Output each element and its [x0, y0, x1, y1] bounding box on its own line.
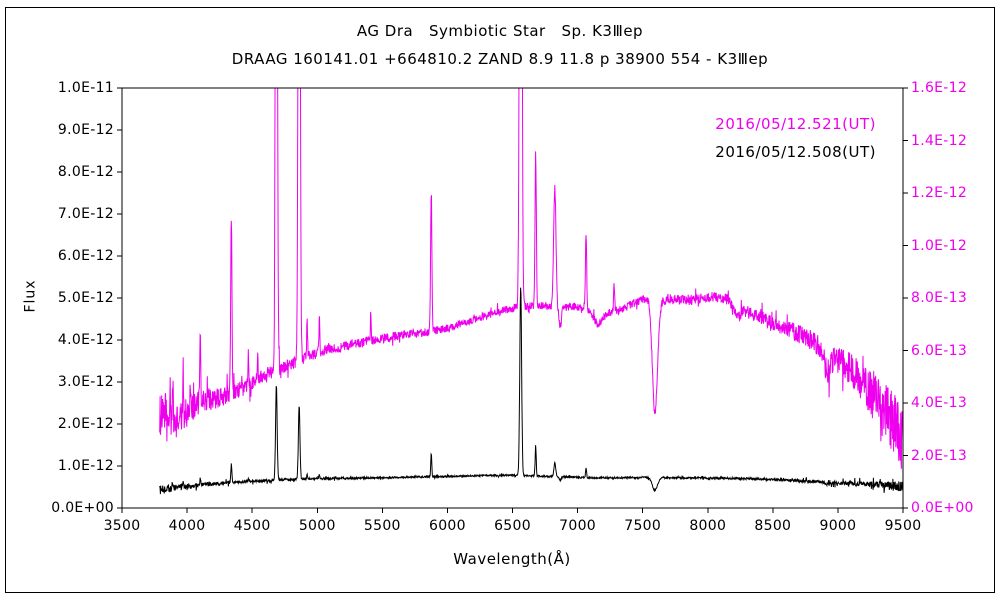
y-left-tick-label: 6.0E-12 [57, 248, 114, 264]
x-tick-label: 5000 [298, 518, 336, 534]
x-tick-label: 8500 [754, 518, 792, 534]
spectrum-trace-magenta [159, 88, 903, 469]
y-right-tick-label: 2.0E-13 [911, 447, 968, 464]
x-tick-label: 6500 [494, 518, 531, 534]
x-tick-label: 5500 [363, 518, 401, 534]
x-tick-label: 7000 [559, 518, 596, 534]
y-right-tick-label: 0.0E+00 [911, 500, 974, 516]
y-left-tick-label: 9.0E-12 [57, 122, 114, 138]
y-left-tick-label: 8.0E-12 [57, 164, 114, 180]
legend-item-black-spectrum: 2016/05/12.508(UT) [715, 143, 876, 161]
y-left-tick-label: 1.0E-11 [57, 80, 114, 96]
x-axis-label-wavelength: Wavelength(Å) [453, 550, 571, 568]
y-right-tick-label: 1.0E-12 [911, 237, 968, 254]
chart-title: AG Dra Symbiotic Star Sp. K3Ⅲep [356, 22, 644, 40]
y-right-tick-label: 4.0E-13 [911, 395, 968, 411]
y-left-tick-label: 0.0E+00 [51, 500, 114, 516]
x-tick-label: 4000 [168, 518, 206, 534]
y-right-tick-label: 1.6E-12 [911, 80, 968, 96]
y-left-tick-label: 7.0E-12 [57, 206, 114, 222]
y-left-tick-label: 1.0E-12 [57, 458, 114, 474]
legend-item-magenta-spectrum: 2016/05/12.521(UT) [715, 115, 876, 133]
legend: 2016/05/12.521(UT) 2016/05/12.508(UT) [0, 110, 876, 166]
x-tick-label: 7500 [624, 518, 662, 534]
x-tick-label: 9000 [819, 518, 857, 534]
spectrum-trace-black [159, 287, 903, 495]
y-left-tick-label: 5.0E-12 [57, 290, 114, 306]
y-right-tick-label: 1.2E-12 [911, 185, 968, 201]
y-right-tick-label: 8.0E-13 [911, 290, 968, 306]
y-axis-label-flux: Flux [22, 279, 39, 313]
y-left-tick-label: 2.0E-12 [57, 416, 114, 432]
x-tick-label: 6000 [428, 518, 466, 534]
y-right-tick-label: 6.0E-13 [911, 342, 968, 359]
x-tick-label: 4500 [233, 518, 271, 534]
x-tick-label: 3500 [103, 518, 141, 534]
x-tick-label: 8000 [689, 518, 727, 534]
y-left-tick-label: 3.0E-12 [57, 374, 114, 390]
chart-subtitle: DRAAG 160141.01 +664810.2 ZAND 8.9 11.8 … [231, 50, 769, 68]
x-tick-label: 9500 [884, 518, 922, 534]
y-right-tick-label: 1.4E-12 [911, 132, 968, 149]
y-left-tick-label: 4.0E-12 [57, 332, 114, 348]
